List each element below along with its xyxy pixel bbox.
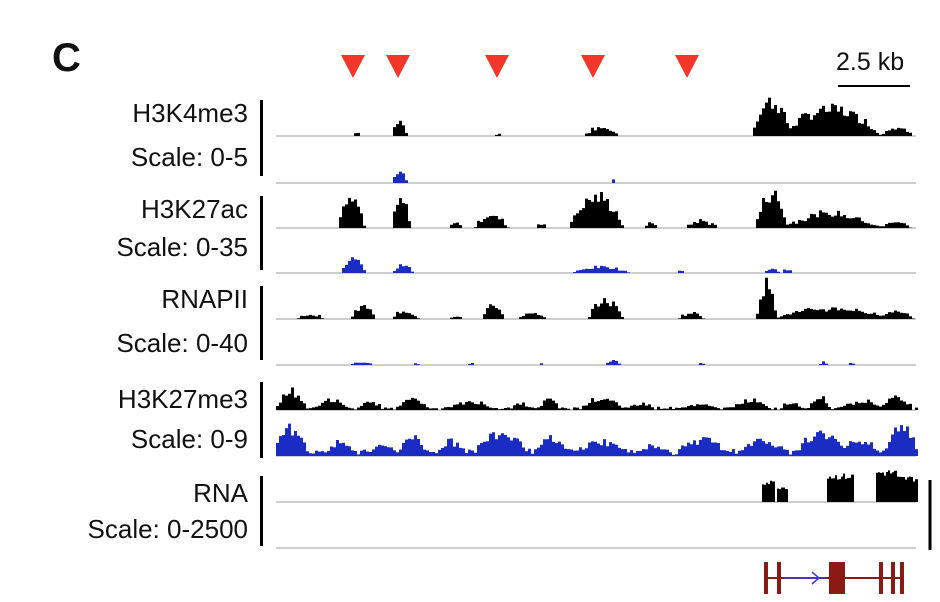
group-bracket-h3k27ac xyxy=(260,196,263,270)
scale-bar-label: 2.5 kb xyxy=(836,48,905,76)
signal-h3k27me3 xyxy=(276,387,918,410)
signal-rnapii xyxy=(276,277,918,319)
gene-exon xyxy=(900,562,904,594)
triangle-down-icon xyxy=(386,55,410,78)
signal-rnapii-input xyxy=(276,360,918,365)
triangle-down-icon xyxy=(485,55,509,78)
track-name-h3k27ac: H3K27ac xyxy=(141,194,248,224)
group-bracket-rnapii xyxy=(260,286,263,360)
triangle-down-icon xyxy=(675,55,699,78)
signal-h3k27ac xyxy=(276,190,918,228)
signal-rna-block xyxy=(895,476,918,502)
triangle-down-icon xyxy=(341,55,365,78)
track-scale-rna: Scale: 0-2500 xyxy=(87,514,248,544)
signal-rna-block xyxy=(777,487,788,502)
signal-h3k4me3-input xyxy=(276,171,918,183)
scale-bar-line xyxy=(838,85,910,87)
signal-h3k27me3-input xyxy=(276,423,918,456)
group-bracket-h3k4me3 xyxy=(260,100,263,176)
panel-label: C xyxy=(52,36,81,80)
group-bracket-rna xyxy=(260,476,263,546)
signal-rna-block xyxy=(827,473,854,502)
gene-exon xyxy=(777,562,781,594)
track-name-rna: RNA xyxy=(193,478,248,508)
track-scale-rnapii: Scale: 0-40 xyxy=(116,328,248,358)
gene-exon xyxy=(829,562,845,594)
track-name-h3k4me3: H3K4me3 xyxy=(132,98,248,128)
signal-h3k4me3 xyxy=(276,97,918,136)
gene-exon xyxy=(764,562,768,594)
signal-rna-block xyxy=(762,480,775,502)
track-scale-h3k27ac: Scale: 0-35 xyxy=(116,232,248,262)
gene-exon xyxy=(891,562,895,594)
signal-rna-block xyxy=(876,470,897,502)
track-name-rnapii: RNAPII xyxy=(161,284,248,314)
track-scale-h3k27me3: Scale: 0-9 xyxy=(130,424,248,454)
triangle-down-icon xyxy=(581,55,605,78)
track-scale-h3k4me3: Scale: 0-5 xyxy=(130,142,248,172)
gene-exon xyxy=(879,562,883,594)
group-bracket-h3k27me3 xyxy=(260,382,263,458)
signal-h3k27ac-input xyxy=(276,257,918,273)
track-name-h3k27me3: H3K27me3 xyxy=(117,384,248,414)
strand-arrow-icon xyxy=(811,571,821,585)
